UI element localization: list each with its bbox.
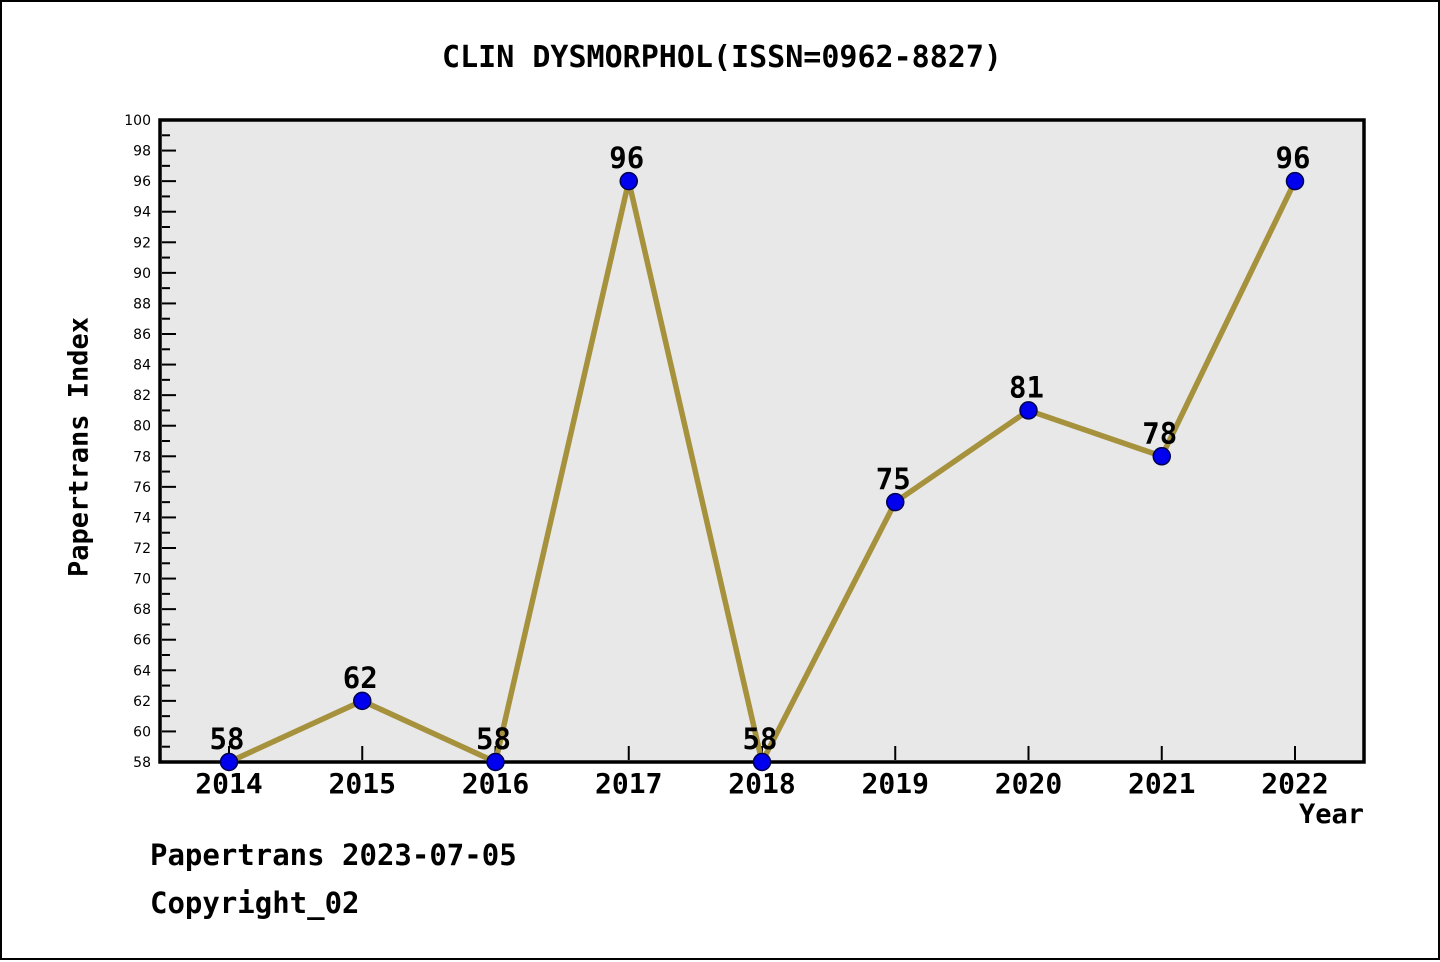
y-tick-label: 70 (133, 572, 151, 588)
footer-copyright: Copyright_02 (150, 886, 360, 920)
y-tick-label: 66 (133, 633, 151, 649)
y-tick-label: 68 (133, 602, 151, 618)
data-point-label: 78 (1142, 416, 1177, 450)
y-tick-label: 80 (133, 419, 151, 435)
y-tick-label: 96 (133, 174, 151, 190)
y-tick-label: 100 (124, 113, 151, 129)
y-tick-label: 94 (133, 205, 151, 221)
x-tick-label: 2018 (728, 767, 795, 800)
data-point (886, 492, 905, 512)
data-point (619, 171, 638, 191)
data-point-label: 81 (1009, 370, 1044, 404)
y-tick-label: 60 (133, 724, 151, 740)
data-point (219, 752, 239, 772)
y-tick-label: 74 (133, 510, 151, 526)
y-tick-label: 58 (133, 755, 151, 771)
data-point-label: 75 (876, 462, 911, 496)
y-tick-label: 86 (133, 327, 151, 343)
y-tick-label: 76 (133, 480, 151, 496)
y-tick-label: 78 (133, 449, 151, 465)
y-tick-label: 98 (133, 144, 151, 160)
y-tick-label: 84 (133, 358, 151, 374)
x-tick-label: 2021 (1128, 767, 1195, 800)
y-tick-label: 82 (133, 388, 151, 404)
data-point-label: 58 (476, 722, 511, 756)
y-tick-label: 88 (133, 296, 151, 312)
x-tick-label: 2022 (1261, 767, 1328, 800)
data-point-label: 96 (609, 141, 644, 175)
x-tick-label: 2016 (462, 767, 529, 800)
data-point (353, 691, 372, 711)
x-tick-label: 2017 (595, 767, 662, 800)
x-tick-label: 2014 (195, 767, 262, 800)
y-tick-label: 90 (133, 266, 151, 282)
data-point (752, 752, 772, 772)
x-tick-label: 2019 (862, 767, 929, 800)
plot-area (158, 118, 1366, 764)
x-axis-title: Year (1298, 799, 1364, 830)
data-point-label: 62 (343, 661, 378, 695)
data-point (1152, 447, 1171, 466)
footer-source-date: Papertrans 2023-07-05 (150, 838, 517, 872)
chart-title: CLIN DYSMORPHOL(ISSN=0962-8827) (442, 40, 1002, 75)
data-point (486, 752, 505, 772)
data-point (1285, 171, 1305, 191)
x-tick-label: 2015 (329, 767, 396, 800)
data-point-label: 58 (743, 722, 778, 756)
y-tick-label: 92 (133, 235, 151, 251)
data-point-label: 96 (1276, 141, 1311, 175)
data-point (1019, 401, 1038, 420)
y-tick-label: 62 (133, 694, 151, 710)
x-tick-label: 2020 (995, 767, 1062, 800)
data-point-label: 58 (210, 722, 245, 756)
y-tick-label: 64 (133, 663, 151, 679)
y-tick-label: 72 (133, 541, 151, 557)
